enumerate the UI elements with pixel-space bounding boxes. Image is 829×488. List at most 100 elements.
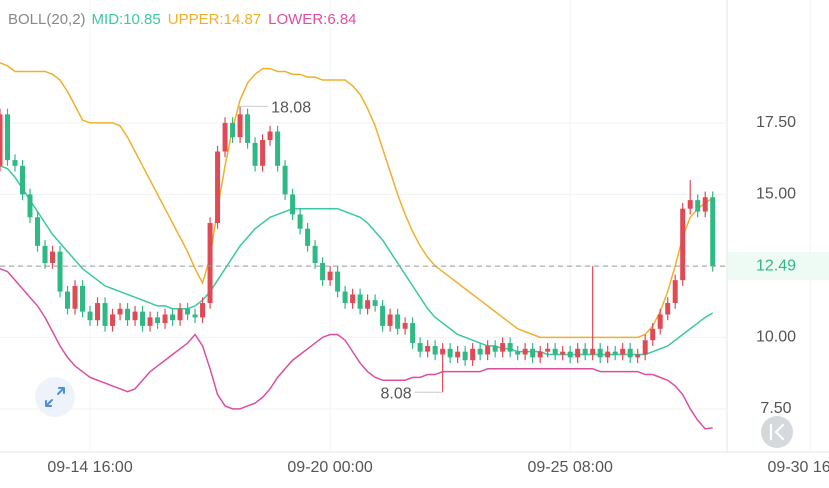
candle (605, 345, 611, 364)
candle (710, 191, 716, 272)
scroll-latest-button[interactable] (761, 416, 793, 448)
candle (575, 343, 581, 364)
candle-body (0, 114, 3, 166)
candle-body (417, 343, 423, 352)
legend-entry: MID:10.85 (92, 11, 161, 28)
candle (87, 305, 93, 326)
candle-body (627, 348, 633, 358)
candle-body (125, 308, 131, 321)
candle-body (507, 343, 513, 352)
candle (395, 308, 401, 335)
candle-body (102, 303, 108, 326)
candle-body (477, 348, 483, 355)
candle-body (237, 114, 243, 138)
candle-body (395, 314, 401, 329)
candle (80, 280, 86, 318)
candle (200, 297, 206, 324)
candle-body (170, 314, 176, 321)
candle-body (657, 314, 663, 329)
candle-body (492, 345, 498, 352)
candle (42, 240, 48, 269)
candle-body (635, 354, 641, 358)
candle-body (350, 294, 356, 304)
candle (5, 108, 11, 166)
candle (192, 308, 198, 324)
candle-body (162, 314, 168, 324)
candle (702, 191, 708, 218)
candle (170, 308, 176, 326)
candle-body (260, 140, 266, 166)
candle (612, 345, 618, 361)
candle-body (582, 348, 588, 355)
candle-body (590, 348, 596, 355)
candle (552, 343, 558, 361)
candle (365, 294, 371, 315)
candle-body (207, 222, 213, 304)
candle-body (297, 214, 303, 229)
candle-body (567, 351, 573, 358)
candle (95, 297, 101, 326)
candle (72, 280, 78, 315)
candle-body (147, 317, 153, 326)
indicator-label: BOLL(20,2) (8, 11, 86, 28)
candle (522, 343, 528, 361)
candle (185, 303, 191, 321)
candle (432, 340, 438, 361)
candle (12, 154, 18, 172)
candle-body (12, 160, 18, 166)
candle-body (665, 303, 671, 315)
candle (657, 308, 663, 335)
candle-body (200, 303, 206, 318)
candle (290, 188, 296, 221)
candle (380, 300, 386, 332)
candle-body (312, 245, 318, 264)
candle-body (380, 305, 386, 326)
candle (642, 334, 648, 361)
candle (297, 208, 303, 235)
candle-body (687, 200, 693, 209)
candle-body (57, 251, 63, 292)
candle-body (552, 348, 558, 355)
candle (650, 323, 656, 346)
candle (462, 345, 468, 366)
candle (627, 343, 633, 364)
candle (177, 303, 183, 326)
candle-body (470, 348, 476, 361)
candle-body (87, 311, 93, 321)
candle (425, 340, 431, 358)
candle (312, 240, 318, 269)
candle (350, 288, 356, 309)
candle-body (702, 197, 708, 212)
candle (470, 343, 476, 366)
candle-body (320, 263, 326, 281)
candle (417, 337, 423, 358)
candle-body (642, 340, 648, 355)
annotation-label: 8.08 (380, 385, 411, 402)
candle (222, 117, 228, 158)
candle (245, 108, 251, 149)
candle (20, 160, 26, 201)
candle (132, 305, 138, 326)
bands (0, 62, 714, 430)
candle (665, 297, 671, 321)
expand-button[interactable] (35, 377, 75, 417)
candle-body (282, 165, 288, 195)
candle (672, 274, 678, 309)
candle (102, 297, 108, 332)
candle-body (305, 228, 311, 246)
candle (567, 345, 573, 364)
candle (230, 117, 236, 143)
candle-body (65, 291, 71, 309)
candle (147, 311, 153, 332)
candle-body (560, 351, 566, 355)
candle (687, 180, 693, 215)
candle-body (410, 323, 416, 344)
candle (500, 337, 506, 358)
candle (335, 265, 341, 298)
candle (327, 265, 333, 286)
candle (597, 343, 603, 364)
candle-body (485, 345, 491, 355)
candle (342, 285, 348, 309)
candle (305, 222, 311, 252)
